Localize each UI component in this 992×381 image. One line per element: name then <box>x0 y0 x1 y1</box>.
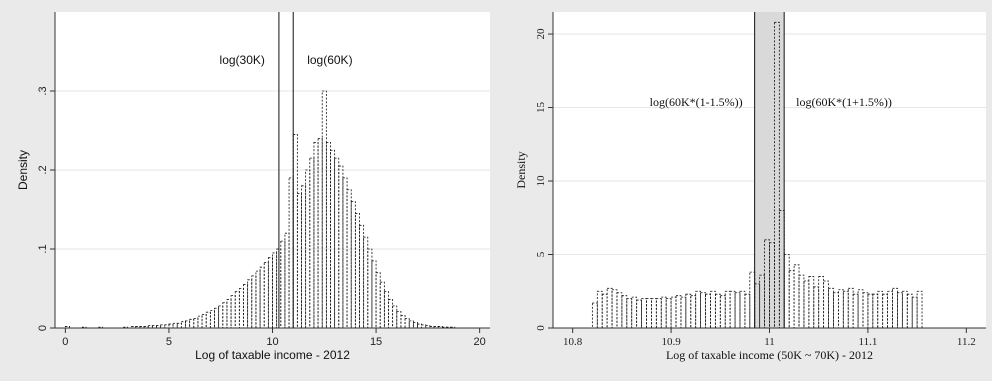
histogram-bar <box>392 305 398 329</box>
histogram-bar <box>309 157 315 329</box>
reference-line-label: log(60K*(1+1.5%)) <box>796 95 892 109</box>
y-tick-label: .2 <box>37 165 49 174</box>
x-tick-label: 15 <box>370 336 382 348</box>
left-chart-panel: log(30K) log(60K) 0 5 10 15 20 0 .1 .2 .3 Log of ta… <box>0 0 496 381</box>
histogram-bar <box>334 157 340 329</box>
x-tick-label: 0 <box>62 336 68 348</box>
histogram-bar <box>616 292 623 329</box>
y-tick-label: .3 <box>37 86 49 95</box>
right-histogram-chart: log(60K*(1-1.5%)) log(60K*(1+1.5%)) 10.8 10… <box>514 12 986 362</box>
y-tick-label: 20 <box>535 28 547 40</box>
reference-line-label: log(60K*(1-1.5%)) <box>650 95 743 109</box>
x-axis-title: Log of taxable income (50K ~ 70K) - 2012 <box>666 348 873 362</box>
reference-line-label: log(60K) <box>307 53 352 67</box>
x-tick-label: 20 <box>474 336 486 348</box>
x-tick-label: 11 <box>764 336 775 348</box>
histogram-bar <box>243 284 249 329</box>
histogram-bar <box>185 320 191 329</box>
y-tick-label: 15 <box>535 102 547 114</box>
histogram-bar <box>636 299 642 329</box>
reference-line-label: log(30K) <box>220 53 265 67</box>
histogram-bar <box>263 262 269 329</box>
x-tick-label: 11.2 <box>957 336 976 348</box>
y-tick-label: 5 <box>535 251 547 257</box>
histogram-bar <box>280 240 286 329</box>
histogram-bar <box>321 90 327 329</box>
right-chart-panel: log(60K*(1-1.5%)) log(60K*(1+1.5%)) 10.8 10… <box>496 0 992 381</box>
histogram-bar <box>367 248 373 329</box>
histogram-bar <box>363 236 369 329</box>
x-tick-label: 10.9 <box>661 336 681 348</box>
histogram-bar <box>774 21 780 329</box>
x-tick-label: 11.1 <box>858 336 877 348</box>
histogram-bar <box>591 302 598 329</box>
histogram-bar <box>734 292 741 329</box>
y-axis-title: Density <box>514 151 528 188</box>
histogram-bar <box>897 292 903 329</box>
y-tick-label: 0 <box>37 325 49 331</box>
y-tick-label: .1 <box>37 244 49 253</box>
y-tick-label: 0 <box>535 325 547 331</box>
y-tick-label: 10 <box>535 175 547 187</box>
left-histogram-chart: log(30K) log(60K) 0 5 10 15 20 0 .1 .2 .3 Log of ta… <box>16 12 490 362</box>
x-tick-label: 10.8 <box>563 336 583 348</box>
histogram-bar <box>408 320 414 329</box>
x-axis-title: Log of taxable income - 2012 <box>195 348 350 362</box>
x-tick-label: 10 <box>266 336 278 348</box>
x-tick-label: 5 <box>166 336 172 348</box>
y-axis-title: Density <box>16 150 30 190</box>
